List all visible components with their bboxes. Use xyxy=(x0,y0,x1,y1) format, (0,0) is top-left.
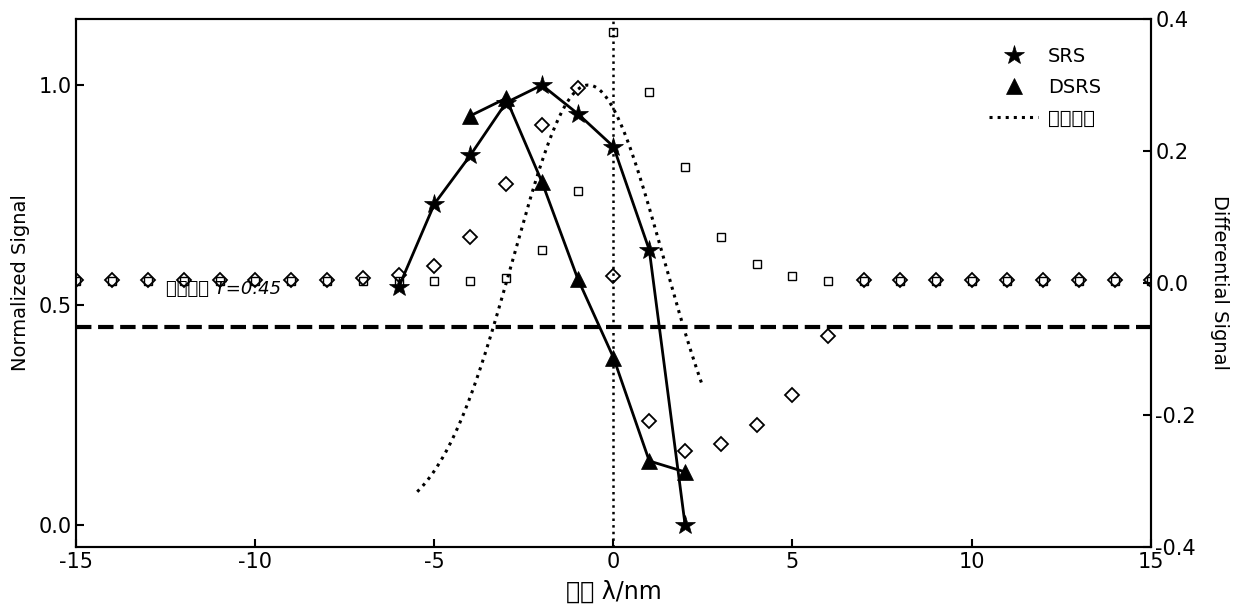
SRS xyxy=(427,200,441,207)
线性拟合 xyxy=(621,141,636,149)
SRS xyxy=(498,99,513,106)
DSRS xyxy=(570,275,585,282)
Line: DSRS: DSRS xyxy=(463,90,693,480)
SRS xyxy=(463,152,477,159)
DSRS xyxy=(463,112,477,119)
DSRS xyxy=(534,178,549,186)
Line: SRS: SRS xyxy=(388,74,696,535)
线性拟合 xyxy=(409,488,424,496)
X-axis label: 波长 λ/nm: 波长 λ/nm xyxy=(565,580,661,604)
线性拟合 xyxy=(641,201,656,208)
线性拟合 xyxy=(517,214,532,221)
SRS xyxy=(534,81,549,89)
Text: 强度阈値 T=0.45: 强度阈値 T=0.45 xyxy=(166,280,281,298)
线性拟合 xyxy=(694,381,709,389)
SRS xyxy=(391,284,405,291)
SRS xyxy=(642,246,657,253)
SRS xyxy=(677,521,692,528)
Y-axis label: Differential Signal: Differential Signal xyxy=(1210,196,1229,370)
Y-axis label: Normalized Signal: Normalized Signal xyxy=(11,194,30,371)
线性拟合 xyxy=(657,258,672,265)
Line: 线性拟合: 线性拟合 xyxy=(417,85,702,492)
线性拟合 xyxy=(466,385,481,392)
线性拟合 xyxy=(580,81,595,89)
DSRS xyxy=(677,468,692,475)
DSRS xyxy=(642,458,657,465)
DSRS xyxy=(498,95,513,102)
DSRS xyxy=(606,354,621,362)
SRS xyxy=(570,110,585,117)
线性拟合 xyxy=(449,428,464,435)
SRS xyxy=(606,143,621,150)
Legend: SRS, DSRS, 线性拟合: SRS, DSRS, 线性拟合 xyxy=(982,39,1109,135)
